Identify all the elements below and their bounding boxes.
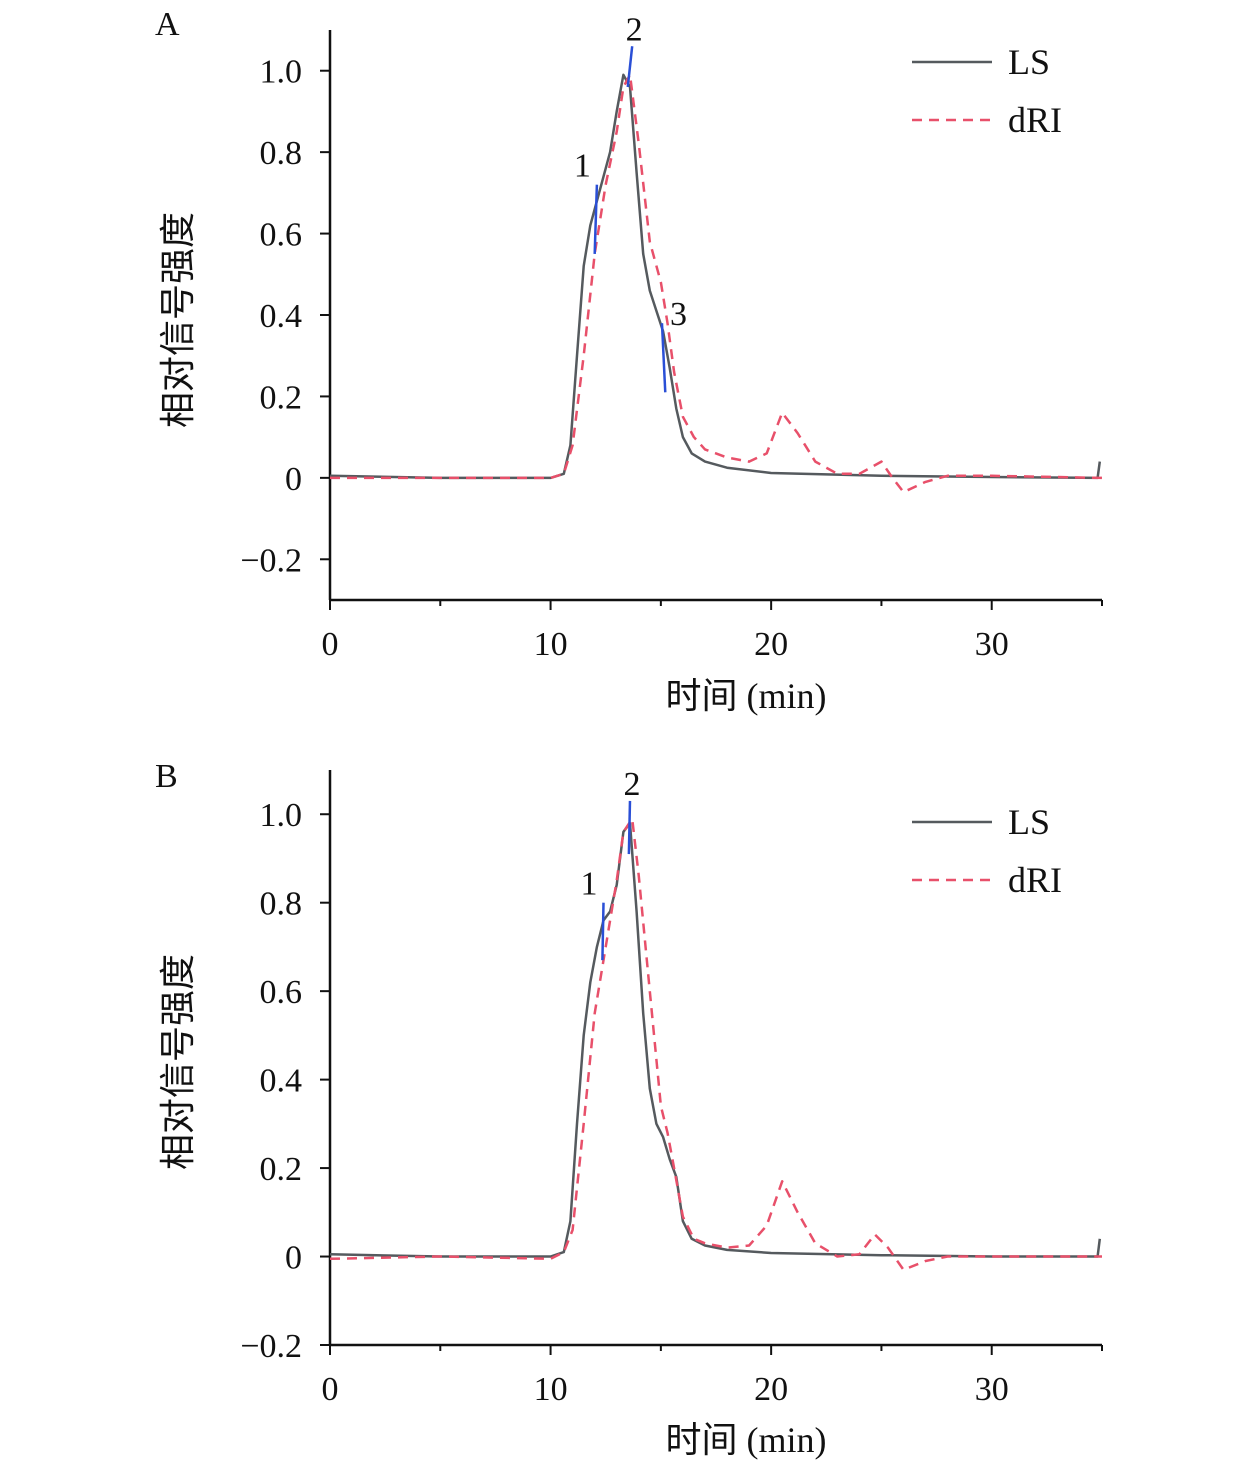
legend-label: LS	[1008, 42, 1050, 82]
y-tick-label: 0	[285, 1240, 302, 1277]
x-tick-label: 10	[534, 626, 568, 663]
series-line-ls	[329, 821, 1102, 1258]
series-line-dri	[329, 817, 1102, 1272]
y-tick-label: −0.2	[240, 1328, 302, 1365]
peak-marker-line	[601, 902, 605, 961]
y-tick-label: 0.8	[260, 135, 303, 172]
y-tick-label: 0.2	[260, 379, 303, 416]
y-tick-label: 0.6	[260, 217, 303, 254]
x-tick-label: 10	[534, 1371, 568, 1408]
y-tick-label: 0	[285, 461, 302, 498]
peak-marker-line	[627, 800, 632, 855]
x-tick-label: 0	[322, 626, 339, 663]
y-tick-label: −0.2	[240, 542, 302, 579]
x-axis-title: 时间 (min)	[666, 1420, 827, 1460]
legend-label: dRI	[1008, 860, 1062, 900]
panel-label: A	[155, 6, 180, 43]
series-line-dri	[330, 73, 1103, 494]
peak-marker-label: 2	[623, 766, 640, 803]
peak-marker-label: 3	[670, 296, 687, 333]
y-tick-label: 0.8	[260, 886, 303, 923]
peak-marker-line	[660, 323, 667, 393]
y-tick-label: 0.2	[260, 1151, 303, 1188]
peak-marker-label: 1	[581, 866, 598, 903]
x-axis-title: 时间 (min)	[666, 676, 827, 716]
panel-b: −0.2 0 0.2 0.4 0.6 0.8 1.0 0 10 20 30 1 2 LS dRI B 时间 (m…	[155, 758, 1103, 1460]
x-tick-label: 20	[754, 626, 788, 663]
y-tick-label: 0.4	[260, 298, 303, 335]
legend-label: dRI	[1008, 100, 1062, 140]
peak-marker-label: 2	[626, 11, 643, 48]
x-tick-label: 0	[322, 1371, 339, 1408]
peak-marker-line	[626, 46, 634, 88]
x-tick-label: 30	[975, 1371, 1009, 1408]
y-tick-label: 1.0	[260, 797, 303, 834]
y-axis-title: 相对信号强度	[158, 212, 198, 428]
y-tick-label: 0.6	[260, 974, 303, 1011]
x-tick-label: 30	[975, 626, 1009, 663]
peak-marker-label: 1	[574, 148, 591, 185]
panel-label: B	[155, 758, 178, 795]
y-axis-title: 相对信号强度	[158, 954, 198, 1170]
y-tick-label: 0.4	[260, 1063, 303, 1100]
series-line-ls	[329, 73, 1102, 480]
peak-marker-line	[593, 184, 599, 254]
y-tick-label: 1.0	[260, 54, 303, 91]
x-tick-label: 20	[754, 1371, 788, 1408]
panel-a: −0.2 0 0.2 0.4 0.6 0.8 1.0 0 10 20 30 1 2 3 LS dRI A 时间 (…	[155, 6, 1103, 716]
legend-label: LS	[1008, 802, 1050, 842]
